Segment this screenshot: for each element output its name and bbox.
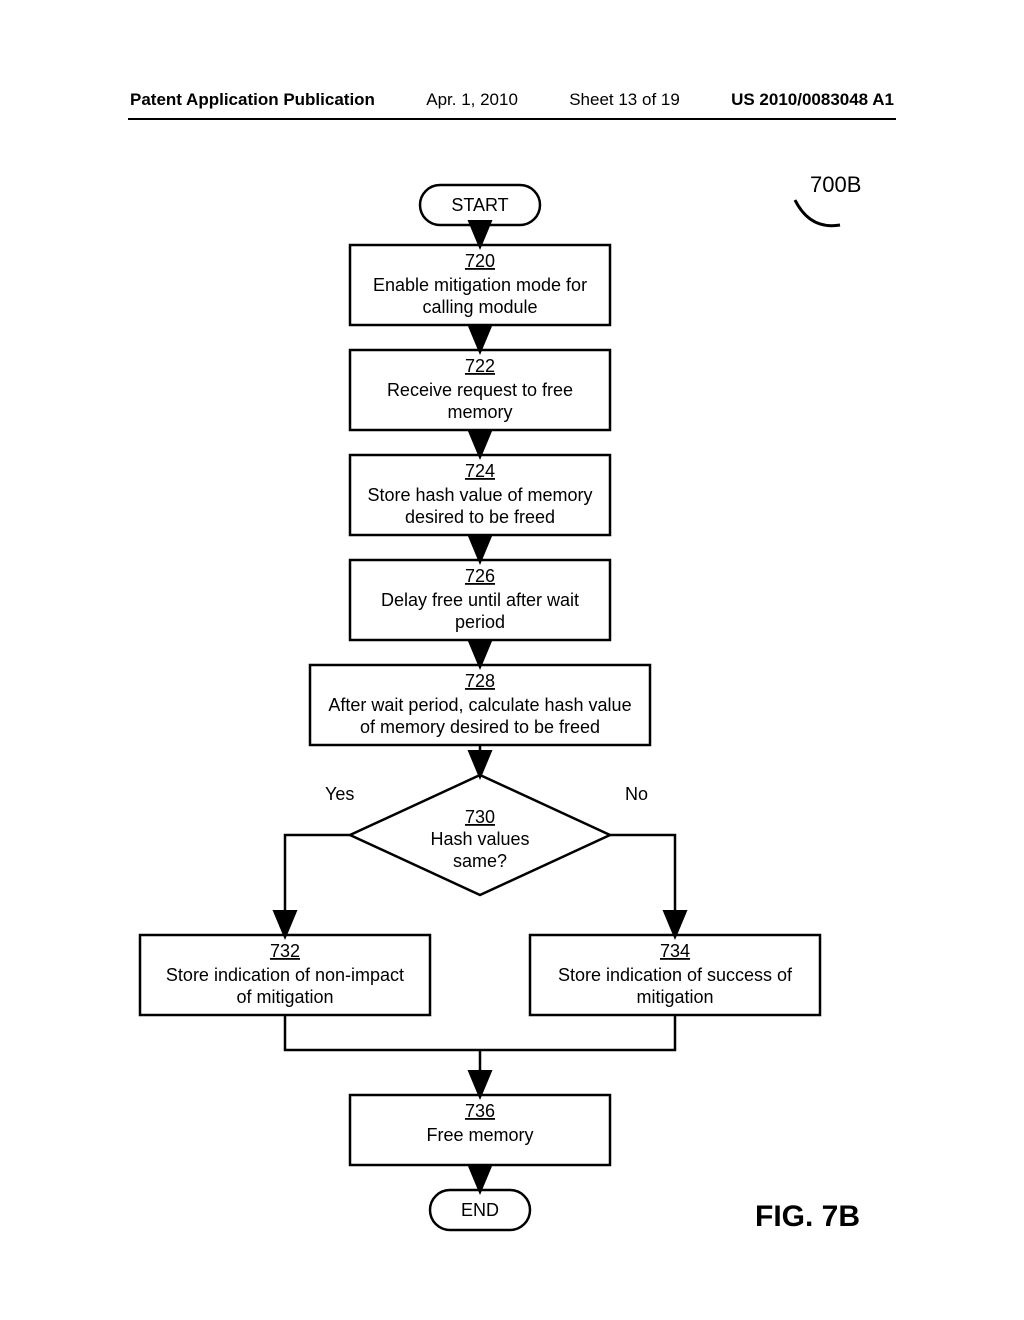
header-rule <box>128 118 896 120</box>
svg-text:720: 720 <box>465 251 495 271</box>
svg-text:END: END <box>461 1200 499 1220</box>
node-n734: 734 Store indication of success ofmitigat… <box>530 935 820 1015</box>
svg-text:calling module: calling module <box>422 297 537 317</box>
publication-date: Apr. 1, 2010 <box>426 90 518 110</box>
node-n736: 736 Free memory <box>350 1095 610 1165</box>
reference-hook-icon <box>790 195 850 235</box>
publication-label: Patent Application Publication <box>130 90 375 109</box>
svg-text:After wait period, calculate h: After wait period, calculate hash value <box>328 695 631 715</box>
node-n720: 720 Enable mitigation mode forcalling mod… <box>350 245 610 325</box>
svg-text:Hash values: Hash values <box>430 829 529 849</box>
svg-text:722: 722 <box>465 356 495 376</box>
svg-text:734: 734 <box>660 941 690 961</box>
flowchart-diagram: START 720 Enable mitigation mode forcallin… <box>0 150 1024 1300</box>
svg-text:730: 730 <box>465 807 495 827</box>
node-n722: 722 Receive request to freememory <box>350 350 610 430</box>
svg-text:Free memory: Free memory <box>426 1125 533 1145</box>
svg-text:732: 732 <box>270 941 300 961</box>
svg-text:same?: same? <box>453 851 507 871</box>
svg-text:Delay free until after wait: Delay free until after wait <box>381 590 579 610</box>
page-header: Patent Application Publication Apr. 1, 2… <box>130 90 894 110</box>
svg-text:728: 728 <box>465 671 495 691</box>
svg-text:736: 736 <box>465 1101 495 1121</box>
svg-text:desired to be freed: desired to be freed <box>405 507 555 527</box>
node-n726: 726 Delay free until after waitperiod <box>350 560 610 640</box>
figure-label: FIG. 7B <box>755 1200 860 1234</box>
node-n730: 730Hash valuessame? <box>350 775 610 895</box>
sheet-number: Sheet 13 of 19 <box>569 90 680 110</box>
svg-text:No: No <box>625 784 648 804</box>
publication-number: US 2010/0083048 A1 <box>731 90 894 110</box>
node-n728: 728 After wait period, calculate hash val… <box>310 665 650 745</box>
svg-text:Store hash value of memory: Store hash value of memory <box>367 485 592 505</box>
svg-text:period: period <box>455 612 505 632</box>
svg-text:Enable mitigation mode for: Enable mitigation mode for <box>373 275 587 295</box>
node-n732: 732 Store indication of non-impactof miti… <box>140 935 430 1015</box>
svg-text:Store indication of success of: Store indication of success of <box>558 965 793 985</box>
svg-text:Store indication of non-impact: Store indication of non-impact <box>166 965 404 985</box>
node-start: START <box>420 185 540 225</box>
svg-text:START: START <box>451 195 508 215</box>
svg-text:of mitigation: of mitigation <box>236 987 333 1007</box>
node-n724: 724 Store hash value of memorydesired to … <box>350 455 610 535</box>
node-end: END <box>430 1190 530 1230</box>
svg-text:Receive request to free: Receive request to free <box>387 380 573 400</box>
svg-text:of memory desired to be freed: of memory desired to be freed <box>360 717 600 737</box>
svg-text:memory: memory <box>447 402 512 422</box>
svg-text:724: 724 <box>465 461 495 481</box>
svg-text:Yes: Yes <box>325 784 354 804</box>
svg-text:726: 726 <box>465 566 495 586</box>
svg-text:mitigation: mitigation <box>636 987 713 1007</box>
